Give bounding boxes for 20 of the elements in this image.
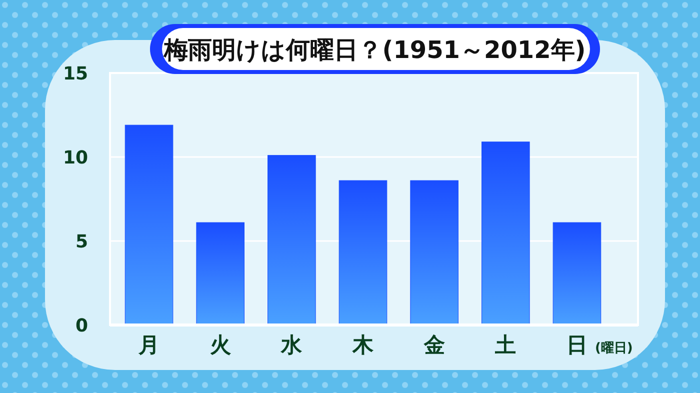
bar bbox=[552, 222, 602, 326]
bar bbox=[410, 180, 458, 326]
x-tick-label: 日 bbox=[566, 333, 588, 357]
x-tick-label: 金 bbox=[422, 333, 445, 357]
chart-title: 梅雨明けは何曜日？(1951～2012年) bbox=[163, 36, 586, 64]
y-tick-label: 0 bbox=[75, 315, 88, 336]
y-tick-label: 15 bbox=[62, 63, 88, 84]
x-tick-label: 木 bbox=[352, 333, 374, 357]
bar bbox=[268, 155, 316, 326]
x-tick-label: 火 bbox=[210, 333, 232, 357]
bar bbox=[482, 142, 530, 326]
x-axis-title: (曜日) bbox=[594, 341, 633, 356]
bar bbox=[338, 180, 388, 326]
bar bbox=[124, 124, 174, 326]
y-tick-label: 5 bbox=[75, 231, 88, 252]
bar bbox=[196, 222, 244, 326]
x-tick-label: 月 bbox=[138, 333, 160, 357]
x-tick-label: 水 bbox=[280, 333, 304, 357]
x-tick-label: 土 bbox=[494, 333, 516, 357]
y-tick-label: 10 bbox=[62, 147, 88, 168]
